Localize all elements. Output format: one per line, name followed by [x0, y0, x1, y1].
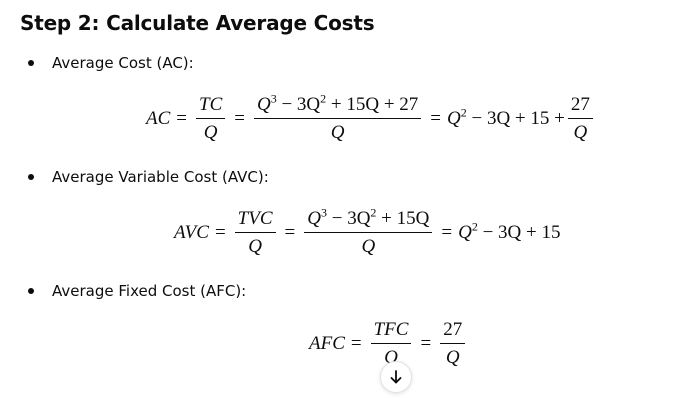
bullet-dot [28, 60, 34, 66]
fraction-27-over-q: 27 Q [567, 94, 593, 143]
section-heading: Step 2: Calculate Average Costs [20, 11, 375, 35]
fraction-numerator: TVC [234, 208, 276, 233]
fraction-denominator: Q [203, 122, 218, 143]
fraction-27-over-q: 27 Q [440, 319, 466, 368]
eq-equals: = [420, 332, 432, 354]
fraction-numerator: 27 [440, 319, 466, 344]
bullet-average-variable-cost: Average Variable Cost (AVC): [28, 168, 269, 186]
fraction-tc-over-q: TC Q [196, 94, 226, 143]
fraction-denominator: Q [573, 122, 588, 143]
eq-equals: = [441, 221, 453, 243]
arrow-down-icon [389, 369, 403, 385]
equation-avc: AVC = TVC Q = Q3 − 3Q2 + 15Q Q = Q2 − 3Q… [174, 207, 561, 257]
bullet-label: Average Cost (AC): [52, 54, 194, 72]
bullet-label: Average Fixed Cost (AFC): [52, 282, 247, 300]
scroll-down-button[interactable] [380, 361, 412, 393]
fraction-denominator: Q [361, 236, 376, 257]
fraction-denominator: Q [248, 236, 262, 257]
equation-ac: AC = TC Q = Q3 − 3Q2 + 15Q + 27 Q = Q2 −… [146, 93, 596, 143]
eq-equals: = [234, 107, 245, 129]
eq-result: Q2 − 3Q + 15 [458, 219, 561, 243]
eq-equals: = [350, 332, 362, 354]
fraction-denominator: Q [445, 347, 460, 368]
eq-equals: = [176, 107, 187, 129]
fraction-numerator: TC [196, 94, 226, 119]
eq-lhs: AVC [174, 221, 209, 243]
eq-lhs: AC [146, 107, 171, 129]
bullet-label: Average Variable Cost (AVC): [52, 168, 269, 186]
bullet-dot [28, 174, 34, 180]
fraction-numerator: Q3 − 3Q2 + 15Q [304, 207, 433, 233]
equation-afc: AFC = TFC Q = 27 Q [309, 319, 468, 368]
eq-result: Q2 − 3Q + 15 + [447, 105, 565, 129]
bullet-average-fixed-cost: Average Fixed Cost (AFC): [28, 282, 246, 300]
fraction-numerator: Q3 − 3Q2 + 15Q + 27 [253, 93, 422, 119]
fraction-tvc-over-q: TVC Q [234, 208, 276, 257]
eq-equals: = [430, 107, 442, 129]
eq-lhs: AFC [309, 332, 345, 354]
bullet-average-cost: Average Cost (AC): [28, 54, 194, 72]
fraction-numerator: 27 [567, 94, 593, 119]
eq-equals: = [284, 221, 296, 243]
fraction-numerator: TFC [370, 319, 412, 344]
bullet-dot [28, 288, 34, 294]
eq-equals: = [214, 221, 226, 243]
fraction-tc-polynomial: Q3 − 3Q2 + 15Q + 27 Q [253, 93, 422, 143]
fraction-denominator: Q [330, 122, 345, 143]
fraction-tvc-polynomial: Q3 − 3Q2 + 15Q Q [304, 207, 433, 257]
